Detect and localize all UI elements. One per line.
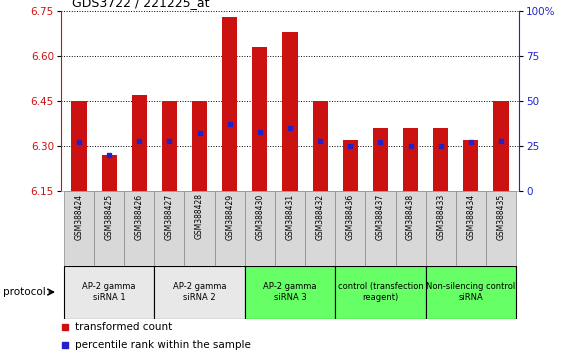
FancyBboxPatch shape [275,191,305,266]
Bar [162,101,177,191]
Bar [494,101,509,191]
Text: transformed count: transformed count [75,322,172,332]
Text: GSM388432: GSM388432 [316,193,325,240]
Text: control (transfection
reagent): control (transfection reagent) [338,282,423,302]
Text: GSM388426: GSM388426 [135,193,144,240]
Bar [132,95,147,191]
Text: GSM388428: GSM388428 [195,193,204,239]
FancyBboxPatch shape [64,266,154,319]
Text: GSM388425: GSM388425 [104,193,114,240]
Text: GSM388430: GSM388430 [255,193,264,240]
Text: GSM388436: GSM388436 [346,193,355,240]
FancyBboxPatch shape [154,191,184,266]
Text: Non-silencing control
siRNA: Non-silencing control siRNA [426,282,516,302]
Bar [343,140,358,191]
FancyBboxPatch shape [245,266,335,319]
FancyBboxPatch shape [305,191,335,266]
Text: GSM388434: GSM388434 [466,193,476,240]
Bar [192,101,207,191]
Text: GSM388431: GSM388431 [285,193,295,240]
FancyBboxPatch shape [335,266,426,319]
Bar [252,47,267,191]
Text: percentile rank within the sample: percentile rank within the sample [75,340,251,350]
FancyBboxPatch shape [154,266,245,319]
Bar [71,101,86,191]
Text: AP-2 gamma
siRNA 1: AP-2 gamma siRNA 1 [82,282,136,302]
Text: GSM388427: GSM388427 [165,193,174,240]
Bar [403,128,418,191]
FancyBboxPatch shape [365,191,396,266]
FancyBboxPatch shape [94,191,124,266]
FancyBboxPatch shape [124,191,154,266]
Text: GSM388429: GSM388429 [225,193,234,240]
FancyBboxPatch shape [396,191,426,266]
Text: GSM388424: GSM388424 [74,193,84,240]
Text: AP-2 gamma
siRNA 2: AP-2 gamma siRNA 2 [173,282,226,302]
Bar [313,101,328,191]
FancyBboxPatch shape [486,191,516,266]
Text: GSM388435: GSM388435 [496,193,506,240]
Bar [102,155,117,191]
FancyBboxPatch shape [426,191,456,266]
Bar [373,128,388,191]
FancyBboxPatch shape [456,191,486,266]
Text: AP-2 gamma
siRNA 3: AP-2 gamma siRNA 3 [263,282,317,302]
FancyBboxPatch shape [184,191,215,266]
Text: GDS3722 / 221225_at: GDS3722 / 221225_at [72,0,210,9]
FancyBboxPatch shape [215,191,245,266]
FancyBboxPatch shape [426,266,516,319]
Bar [433,128,448,191]
Text: protocol: protocol [3,287,46,297]
Bar [222,17,237,191]
Text: GSM388438: GSM388438 [406,193,415,240]
Text: GSM388437: GSM388437 [376,193,385,240]
Text: GSM388433: GSM388433 [436,193,445,240]
FancyBboxPatch shape [245,191,275,266]
FancyBboxPatch shape [335,191,365,266]
FancyBboxPatch shape [64,191,94,266]
Bar [463,140,478,191]
Bar [282,32,298,191]
